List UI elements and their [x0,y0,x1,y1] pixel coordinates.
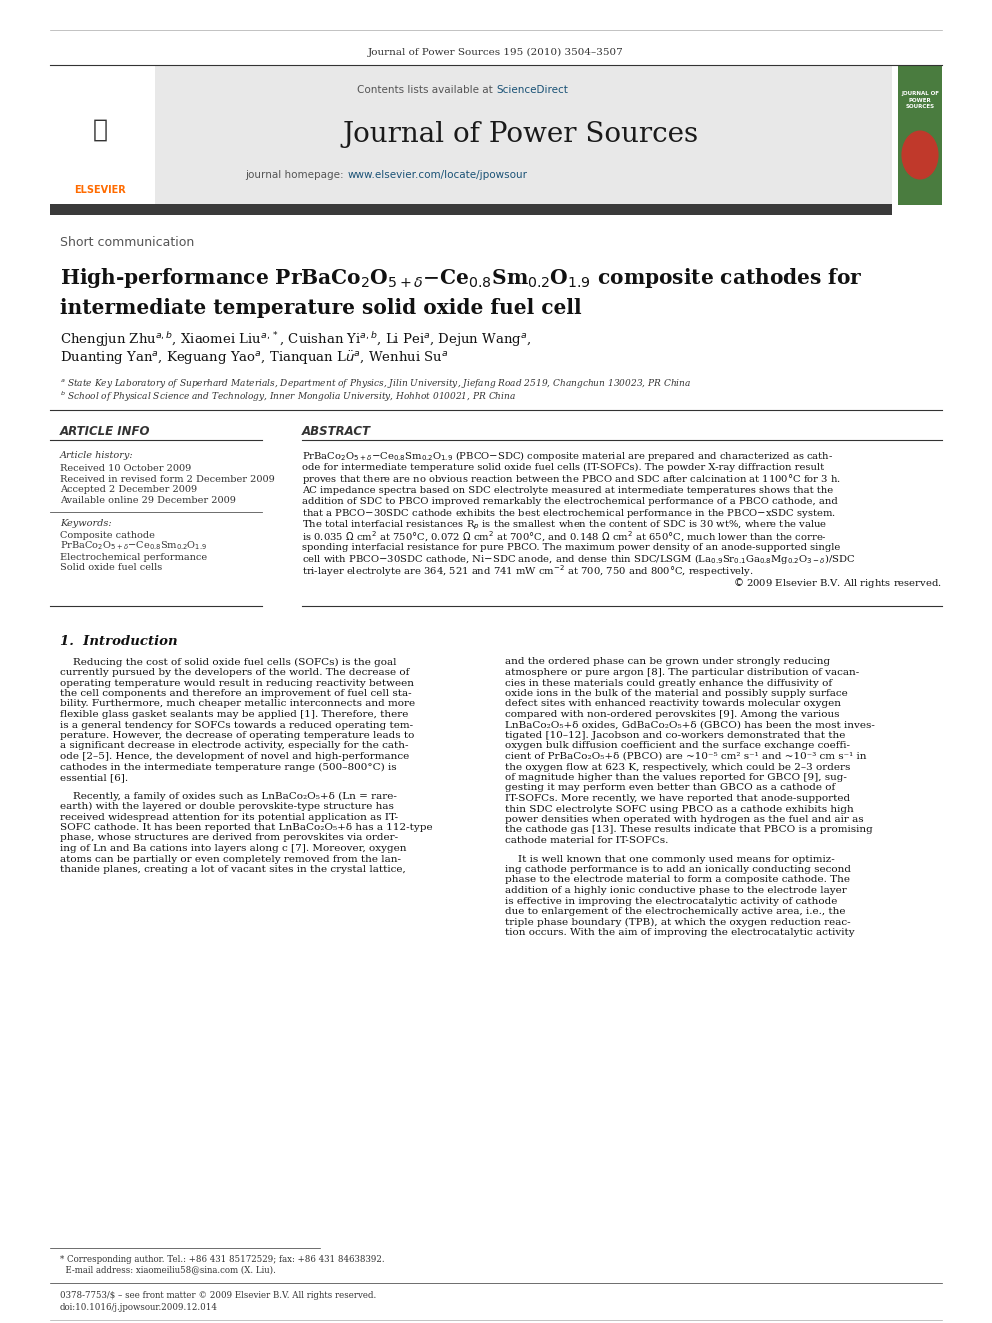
Text: SOFC cathode. It has been reported that LnBaCo₂O₅+δ has a 112-type: SOFC cathode. It has been reported that … [60,823,433,832]
Text: * Corresponding author. Tel.: +86 431 85172529; fax: +86 431 84638392.: * Corresponding author. Tel.: +86 431 85… [60,1256,385,1265]
Text: E-mail address: xiaomeiliu58@sina.com (X. Liu).: E-mail address: xiaomeiliu58@sina.com (X… [60,1266,276,1274]
Text: Received 10 October 2009: Received 10 October 2009 [60,464,191,474]
Text: ARTICLE INFO: ARTICLE INFO [60,426,151,438]
Text: ScienceDirect: ScienceDirect [496,85,567,95]
Text: Short communication: Short communication [60,237,194,250]
Text: It is well known that one commonly used means for optimiz-: It is well known that one commonly used … [505,855,834,864]
Text: flexible glass gasket sealants may be applied [1]. Therefore, there: flexible glass gasket sealants may be ap… [60,710,409,718]
Text: PrBaCo$_2$O$_{5+\delta}$$-$Ce$_{0.8}$Sm$_{0.2}$O$_{1.9}$ (PBCO$-$SDC) composite : PrBaCo$_2$O$_{5+\delta}$$-$Ce$_{0.8}$Sm$… [302,448,833,463]
Text: thin SDC electrolyte SOFC using PBCO as a cathode exhibits high: thin SDC electrolyte SOFC using PBCO as … [505,804,854,814]
Text: defect sites with enhanced reactivity towards molecular oxygen: defect sites with enhanced reactivity to… [505,700,841,709]
Bar [50,65,892,205]
Text: the oxygen flow at 623 K, respectively, which could be 2–3 orders: the oxygen flow at 623 K, respectively, … [505,762,850,771]
Text: intermediate temperature solid oxide fuel cell: intermediate temperature solid oxide fue… [60,298,581,318]
Text: power densities when operated with hydrogen as the fuel and air as: power densities when operated with hydro… [505,815,864,824]
Text: ELSEVIER: ELSEVIER [74,185,126,194]
Text: doi:10.1016/j.jpowsour.2009.12.014: doi:10.1016/j.jpowsour.2009.12.014 [60,1303,218,1312]
Text: Composite cathode: Composite cathode [60,531,155,540]
Text: Solid oxide fuel cells: Solid oxide fuel cells [60,564,163,573]
Text: Available online 29 December 2009: Available online 29 December 2009 [60,496,236,504]
Text: Keywords:: Keywords: [60,520,112,528]
Text: earth) with the layered or double perovskite-type structure has: earth) with the layered or double perovs… [60,802,394,811]
Text: ABSTRACT: ABSTRACT [302,426,371,438]
Text: addition of SDC to PBCO improved remarkably the electrochemical performance of a: addition of SDC to PBCO improved remarka… [302,497,838,507]
Text: atoms can be partially or even completely removed from the lan-: atoms can be partially or even completel… [60,855,401,864]
Text: the cell components and therefore an improvement of fuel cell sta-: the cell components and therefore an imp… [60,689,412,699]
Text: ing of Ln and Ba cations into layers along c [7]. Moreover, oxygen: ing of Ln and Ba cations into layers alo… [60,844,407,853]
Text: Journal of Power Sources: Journal of Power Sources [343,122,698,148]
Text: 0378-7753/$ – see front matter © 2009 Elsevier B.V. All rights reserved.: 0378-7753/$ – see front matter © 2009 El… [60,1291,376,1301]
Text: cathode material for IT-SOFCs.: cathode material for IT-SOFCs. [505,836,669,845]
Text: journal homepage:: journal homepage: [245,169,347,180]
Text: tigated [10–12]. Jacobson and co-workers demonstrated that the: tigated [10–12]. Jacobson and co-workers… [505,732,845,740]
Text: High-performance PrBaCo$_2$O$_{5+\delta}$$-$Ce$_{0.8}$Sm$_{0.2}$O$_{1.9}$ compos: High-performance PrBaCo$_2$O$_{5+\delta}… [60,266,863,290]
Text: is a general tendency for SOFCs towards a reduced operating tem-: is a general tendency for SOFCs towards … [60,721,413,729]
Text: Journal of Power Sources 195 (2010) 3504–3507: Journal of Power Sources 195 (2010) 3504… [368,48,624,57]
Text: triple phase boundary (TPB), at which the oxygen reduction reac-: triple phase boundary (TPB), at which th… [505,917,850,926]
Text: Electrochemical performance: Electrochemical performance [60,553,207,561]
Text: IT-SOFCs. More recently, we have reported that anode-supported: IT-SOFCs. More recently, we have reporte… [505,794,850,803]
Text: Recently, a family of oxides such as LnBaCo₂O₅+δ (Ln = rare-: Recently, a family of oxides such as LnB… [60,791,397,800]
Text: of magnitude higher than the values reported for GBCO [9], sug-: of magnitude higher than the values repo… [505,773,847,782]
Text: and the ordered phase can be grown under strongly reducing: and the ordered phase can be grown under… [505,658,830,667]
Text: operating temperature would result in reducing reactivity between: operating temperature would result in re… [60,679,414,688]
Text: gesting it may perform even better than GBCO as a cathode of: gesting it may perform even better than … [505,783,835,792]
Text: bility. Furthermore, much cheaper metallic interconnects and more: bility. Furthermore, much cheaper metall… [60,700,415,709]
Text: $^a$ State Key Laboratory of Superhard Materials, Department of Physics, Jilin U: $^a$ State Key Laboratory of Superhard M… [60,377,691,389]
Text: oxide ions in the bulk of the material and possibly supply surface: oxide ions in the bulk of the material a… [505,689,848,699]
Text: $\copyright$ 2009 Elsevier B.V. All rights reserved.: $\copyright$ 2009 Elsevier B.V. All righ… [733,576,942,590]
Text: The total interfacial resistances R$_p$ is the smallest when the content of SDC : The total interfacial resistances R$_p$ … [302,519,827,532]
Text: atmosphere or pure argon [8]. The particular distribution of vacan-: atmosphere or pure argon [8]. The partic… [505,668,859,677]
Text: cient of PrBaCo₂O₅+δ (PBCO) are ~10⁻⁵ cm² s⁻¹ and ~10⁻³ cm s⁻¹ in: cient of PrBaCo₂O₅+δ (PBCO) are ~10⁻⁵ cm… [505,751,866,761]
Text: essential [6].: essential [6]. [60,773,128,782]
Text: cell with PBCO$-$30SDC cathode, Ni$-$SDC anode, and dense thin SDC/LSGM (La$_{0.: cell with PBCO$-$30SDC cathode, Ni$-$SDC… [302,553,855,566]
Text: due to enlargement of the electrochemically active area, i.e., the: due to enlargement of the electrochemica… [505,908,845,916]
Text: ing cathode performance is to add an ionically conducting second: ing cathode performance is to add an ion… [505,865,851,875]
Text: Article history:: Article history: [60,451,134,460]
Text: ode [2–5]. Hence, the development of novel and high-performance: ode [2–5]. Hence, the development of nov… [60,751,410,761]
Text: Received in revised form 2 December 2009: Received in revised form 2 December 2009 [60,475,275,484]
Text: AC impedance spectra based on SDC electrolyte measured at intermediate temperatu: AC impedance spectra based on SDC electr… [302,486,833,495]
Bar [898,65,942,205]
Text: www.elsevier.com/locate/jpowsour: www.elsevier.com/locate/jpowsour [347,169,527,180]
Text: perature. However, the decrease of operating temperature leads to: perature. However, the decrease of opera… [60,732,415,740]
Text: JOURNAL OF
POWER
SOURCES: JOURNAL OF POWER SOURCES [901,91,939,108]
Bar [50,65,155,205]
Text: cies in these materials could greatly enhance the diffusivity of: cies in these materials could greatly en… [505,679,832,688]
Circle shape [902,131,937,179]
Text: tion occurs. With the aim of improving the electrocatalytic activity: tion occurs. With the aim of improving t… [505,927,855,937]
Text: tri-layer electrolyte are 364, 521 and 741 mW cm$^{-2}$ at 700, 750 and 800$\deg: tri-layer electrolyte are 364, 521 and 7… [302,564,754,579]
Text: oxygen bulk diffusion coefficient and the surface exchange coeffi-: oxygen bulk diffusion coefficient and th… [505,741,850,750]
Text: the cathode gas [13]. These results indicate that PBCO is a promising: the cathode gas [13]. These results indi… [505,826,873,835]
Text: thanide planes, creating a lot of vacant sites in the crystal lattice,: thanide planes, creating a lot of vacant… [60,865,406,875]
Text: Reducing the cost of solid oxide fuel cells (SOFCs) is the goal: Reducing the cost of solid oxide fuel ce… [60,658,397,667]
Text: addition of a highly ionic conductive phase to the electrode layer: addition of a highly ionic conductive ph… [505,886,847,894]
Text: ode for intermediate temperature solid oxide fuel cells (IT-SOFCs). The powder X: ode for intermediate temperature solid o… [302,463,824,472]
Text: a significant decrease in electrode activity, especially for the cath-: a significant decrease in electrode acti… [60,741,409,750]
Text: phase, whose structures are derived from perovskites via order-: phase, whose structures are derived from… [60,833,398,843]
Text: Duanting Yan$^{a}$, Keguang Yao$^{a}$, Tianquan L$\ddot{u}^{a}$, Wenhui Su$^{a}$: Duanting Yan$^{a}$, Keguang Yao$^{a}$, T… [60,349,448,366]
Text: Contents lists available at: Contents lists available at [357,85,496,95]
Text: currently pursued by the developers of the world. The decrease of: currently pursued by the developers of t… [60,668,410,677]
Text: cathodes in the intermediate temperature range (500–800°C) is: cathodes in the intermediate temperature… [60,762,397,771]
Text: received widespread attention for its potential application as IT-: received widespread attention for its po… [60,812,398,822]
Bar [50,205,892,216]
Text: PrBaCo$_2$O$_{5+\delta}$$-$Ce$_{0.8}$Sm$_{0.2}$O$_{1.9}$: PrBaCo$_2$O$_{5+\delta}$$-$Ce$_{0.8}$Sm$… [60,540,207,553]
Text: that a PBCO$-$30SDC cathode exhibits the best electrochemical performance in the: that a PBCO$-$30SDC cathode exhibits the… [302,507,836,520]
Text: 1.  Introduction: 1. Introduction [60,635,178,647]
Text: LnBaCo₂O₅+δ oxides, GdBaCo₂O₅+δ (GBCO) has been the most inves-: LnBaCo₂O₅+δ oxides, GdBaCo₂O₅+δ (GBCO) h… [505,721,875,729]
Text: compared with non-ordered perovskites [9]. Among the various: compared with non-ordered perovskites [9… [505,710,839,718]
Text: is effective in improving the electrocatalytic activity of cathode: is effective in improving the electrocat… [505,897,837,905]
Text: sponding interfacial resistance for pure PBCO. The maximum power density of an a: sponding interfacial resistance for pure… [302,544,840,553]
Text: 🌳: 🌳 [92,118,107,142]
Text: phase to the electrode material to form a composite cathode. The: phase to the electrode material to form … [505,876,850,885]
Text: is 0.035 $\Omega$ cm$^2$ at 750$\degree$C, 0.072 $\Omega$ cm$^2$ at 700$\degree$: is 0.035 $\Omega$ cm$^2$ at 750$\degree$… [302,529,827,544]
Text: Chengjun Zhu$^{a,b}$, Xiaomei Liu$^{a,*}$, Cuishan Yi$^{a,b}$, Li Pei$^{a}$, Dej: Chengjun Zhu$^{a,b}$, Xiaomei Liu$^{a,*}… [60,331,532,349]
Text: Accepted 2 December 2009: Accepted 2 December 2009 [60,486,197,495]
Text: proves that there are no obvious reaction between the PBCO and SDC after calcina: proves that there are no obvious reactio… [302,472,841,486]
Text: $^b$ School of Physical Science and Technology, Inner Mongolia University, Hohho: $^b$ School of Physical Science and Tech… [60,390,516,405]
